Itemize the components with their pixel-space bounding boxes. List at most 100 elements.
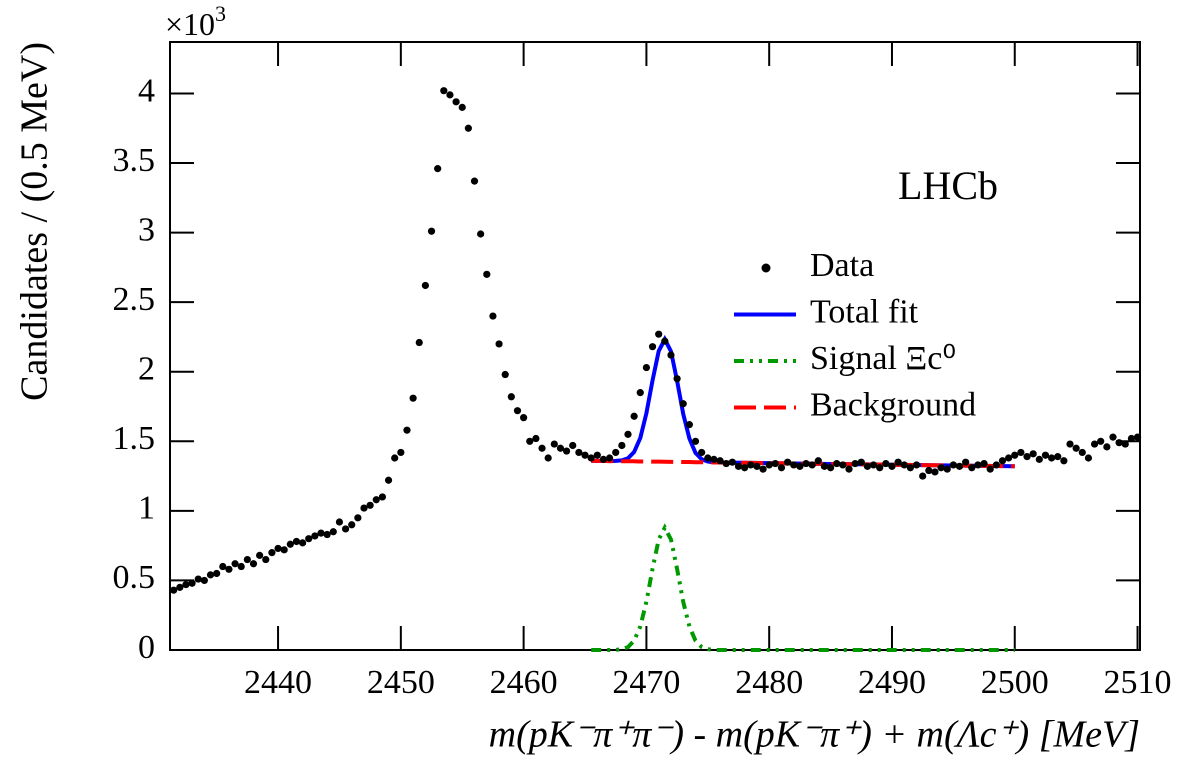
data-point xyxy=(427,227,436,235)
data-point xyxy=(366,501,374,509)
y-tick-label: 2.5 xyxy=(113,281,156,318)
data-point xyxy=(765,461,773,469)
data-point xyxy=(556,444,565,452)
data-point xyxy=(912,461,921,469)
data-point xyxy=(403,426,411,434)
data-point xyxy=(593,451,601,459)
data-point xyxy=(919,472,927,480)
data-point xyxy=(612,448,620,457)
data-point xyxy=(489,312,497,320)
data-point xyxy=(790,461,798,469)
data-point xyxy=(206,571,215,579)
data-point xyxy=(679,400,687,408)
data-point xyxy=(544,454,552,462)
data-point xyxy=(562,447,571,455)
data-point xyxy=(464,124,472,132)
y-tick-label: 1.5 xyxy=(113,420,156,457)
y-tick-label: 0 xyxy=(138,629,155,666)
y-tick-label: 4 xyxy=(138,72,155,109)
data-point xyxy=(802,459,810,468)
data-point xyxy=(243,555,251,564)
data-point xyxy=(513,407,522,415)
data-point xyxy=(299,539,307,547)
data-point xyxy=(1133,433,1142,441)
data-point xyxy=(477,230,485,238)
y-tick-label: 3 xyxy=(138,211,155,248)
legend-label: Signal Ξc⁰ xyxy=(810,340,956,377)
data-point xyxy=(1047,454,1056,462)
data-point xyxy=(1054,453,1062,461)
x-tick-label: 2470 xyxy=(612,664,680,701)
data-point xyxy=(869,461,878,469)
data-point xyxy=(857,458,865,466)
data-point xyxy=(894,458,902,466)
data-point xyxy=(882,459,890,468)
y-axis-label: Candidates / (0.5 MeV) xyxy=(14,42,56,401)
data-point xyxy=(532,434,540,443)
data-point xyxy=(188,579,196,587)
fit-curve xyxy=(591,523,1015,652)
data-point xyxy=(231,560,239,568)
data-point xyxy=(986,465,994,473)
data-point xyxy=(262,555,270,564)
data-point xyxy=(391,454,399,462)
x-tick-label: 2450 xyxy=(367,664,435,701)
data-point xyxy=(575,448,583,457)
data-point xyxy=(630,412,638,420)
data-point xyxy=(1090,440,1099,448)
data-point xyxy=(249,560,258,568)
data-point xyxy=(581,451,589,459)
data-point xyxy=(710,455,718,463)
y-tick-label: 1 xyxy=(138,490,155,527)
data-point xyxy=(1029,450,1037,458)
data-point xyxy=(949,461,957,469)
data-point xyxy=(452,98,460,106)
data-point xyxy=(655,330,663,338)
data-point xyxy=(771,459,779,468)
data-point xyxy=(170,586,178,594)
data-point xyxy=(1078,448,1086,457)
data-point xyxy=(753,462,761,470)
data-point xyxy=(1072,444,1080,452)
data-point xyxy=(642,363,651,372)
data-point xyxy=(998,457,1007,465)
data-point xyxy=(876,464,884,472)
data-point xyxy=(888,462,896,470)
data-point xyxy=(550,440,558,448)
y-multiplier: ×103 xyxy=(165,1,226,42)
data-point xyxy=(213,569,221,578)
data-point xyxy=(225,565,233,573)
data-point xyxy=(980,459,988,468)
x-tick-label: 2440 xyxy=(244,664,312,701)
data-point xyxy=(698,448,706,457)
data-point xyxy=(526,437,534,445)
data-point xyxy=(704,454,712,462)
data-point xyxy=(311,532,319,540)
data-point xyxy=(661,337,669,345)
y-tick-label: 3.5 xyxy=(113,142,156,179)
data-point xyxy=(1041,451,1050,459)
data-point xyxy=(421,281,429,290)
data-point xyxy=(974,461,982,469)
data-point xyxy=(256,551,264,559)
data-point xyxy=(925,466,933,475)
fit-curve xyxy=(591,458,1015,469)
data-point xyxy=(943,465,951,473)
data-point xyxy=(1115,439,1123,447)
data-point xyxy=(808,461,816,469)
data-point xyxy=(440,87,448,95)
data-point xyxy=(716,457,724,465)
data-point xyxy=(194,575,202,583)
data-point xyxy=(176,583,184,591)
data-point xyxy=(384,476,393,484)
data-point xyxy=(268,549,276,557)
data-point xyxy=(292,537,301,546)
data-point xyxy=(777,464,786,472)
y-tick-label: 0.5 xyxy=(113,559,156,596)
x-tick-label: 2500 xyxy=(981,664,1049,701)
data-point xyxy=(372,496,380,504)
data-point xyxy=(728,458,736,466)
data-point xyxy=(691,437,700,445)
data-point xyxy=(759,465,767,473)
data-point xyxy=(446,91,454,99)
